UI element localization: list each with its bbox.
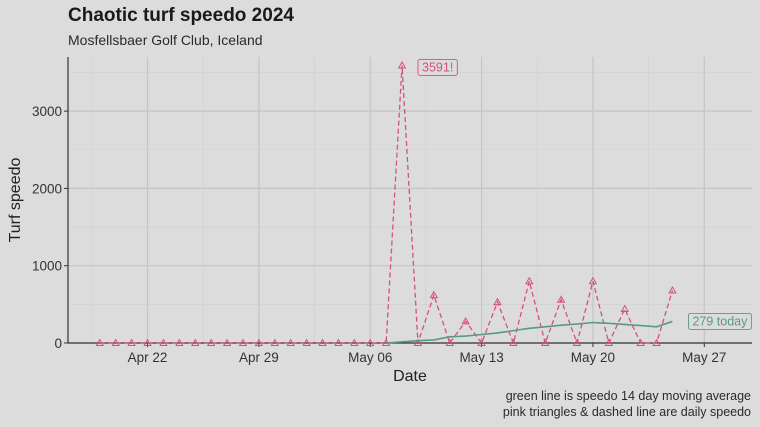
peak-annotation-box xyxy=(417,58,458,76)
daily-speedo-point xyxy=(509,338,518,347)
x-tick-label: May 20 xyxy=(571,350,615,365)
chart-subtitle: Mosfellsbaer Golf Club, Iceland xyxy=(68,32,263,48)
daily-speedo-point xyxy=(525,276,534,285)
x-tick-label: Apr 22 xyxy=(128,350,168,365)
daily-speedo-point xyxy=(143,338,152,347)
x-tick-label: May 27 xyxy=(682,350,726,365)
daily-speedo-point xyxy=(350,338,359,347)
daily-speedo-point xyxy=(286,338,295,347)
x-tick-label: May 13 xyxy=(459,350,503,365)
daily-speedo-point xyxy=(190,338,200,347)
daily-speedo-point xyxy=(270,338,280,347)
today-annotation: 279 today xyxy=(688,312,752,330)
daily-speedo-point xyxy=(540,338,550,347)
y-axis-title: Turf speedo xyxy=(7,158,24,243)
daily-speedo-point xyxy=(461,316,470,325)
daily-speedo-line xyxy=(99,65,674,346)
chart-caption: green line is speedo 14 day moving avera… xyxy=(503,388,751,420)
daily-speedo-point xyxy=(302,338,311,347)
daily-speedo-point xyxy=(636,338,645,347)
grid xyxy=(68,57,752,344)
daily-speedo-point xyxy=(429,290,439,299)
daily-speedo-point xyxy=(588,276,598,285)
daily-speedo-point xyxy=(397,61,407,69)
y-tick-label: 2000 xyxy=(32,181,62,196)
x-tick-label: May 06 xyxy=(348,350,392,365)
daily-speedo-point xyxy=(127,338,136,347)
caption-line: pink triangles & dashed line are daily s… xyxy=(502,405,751,419)
daily-speedo-point xyxy=(413,338,423,347)
daily-speedo-point xyxy=(556,295,566,303)
daily-speedo-point xyxy=(159,338,168,347)
daily-speedo-point xyxy=(318,338,327,347)
daily-speedo-point xyxy=(572,338,582,347)
daily-speedo-point xyxy=(175,338,184,347)
moving-average-line xyxy=(386,320,673,344)
annotation-layer: 3591! 279 today xyxy=(417,58,752,330)
daily-speedo-point xyxy=(254,338,264,347)
axes: 0 1000 2000 3000 Apr 22 Apr 29 May 06 May 13 May… xyxy=(7,57,752,385)
daily-speedo-point xyxy=(604,338,614,347)
daily-speedo-point xyxy=(652,338,661,347)
y-tick-label: 3000 xyxy=(32,104,62,119)
today-annotation-text: 279 today xyxy=(692,314,748,328)
chart-title: Chaotic turf speedo 2024 xyxy=(68,5,294,26)
daily-speedo-point xyxy=(334,338,343,347)
daily-speedo-point xyxy=(222,338,232,347)
daily-speedo-point xyxy=(111,338,120,347)
x-tick-label: Apr 29 xyxy=(239,350,279,365)
daily-speedo-point xyxy=(206,338,216,347)
today-annotation-box xyxy=(688,312,752,330)
peak-annotation-text: 3591! xyxy=(422,60,453,74)
series-layer xyxy=(95,61,677,347)
caption-line: green line is speedo 14 day moving avera… xyxy=(505,389,751,403)
y-tick-label: 1000 xyxy=(32,259,62,274)
y-tick-label: 0 xyxy=(54,336,62,351)
daily-speedo-point xyxy=(445,338,455,347)
daily-speedo-point xyxy=(477,338,486,347)
peak-annotation: 3591! xyxy=(417,58,458,76)
daily-speedo-point xyxy=(620,304,630,313)
daily-speedo-point xyxy=(95,338,105,347)
x-axis-title: Date xyxy=(393,368,427,385)
daily-speedo-point xyxy=(238,338,248,347)
daily-speedo-point xyxy=(668,286,677,294)
daily-speedo-point xyxy=(365,338,375,347)
daily-speedo-point xyxy=(493,297,502,306)
